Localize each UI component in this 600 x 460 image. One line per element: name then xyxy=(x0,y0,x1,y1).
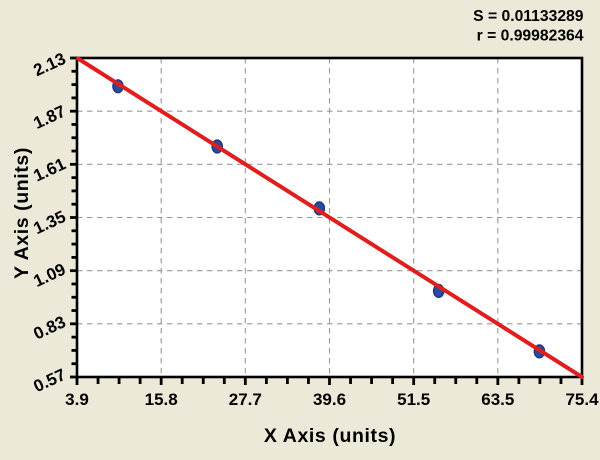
svg-text:Y Axis (units): Y Axis (units) xyxy=(11,147,33,279)
svg-text:3.9: 3.9 xyxy=(65,390,89,409)
svg-text:63.5: 63.5 xyxy=(481,390,514,409)
svg-text:X Axis (units): X Axis (units) xyxy=(264,425,396,447)
svg-text:r = 0.99982364: r = 0.99982364 xyxy=(477,28,584,45)
svg-text:27.7: 27.7 xyxy=(229,390,262,409)
svg-text:S = 0.01133289: S = 0.01133289 xyxy=(473,8,584,25)
svg-text:51.5: 51.5 xyxy=(397,390,430,409)
svg-text:39.6: 39.6 xyxy=(313,390,346,409)
svg-text:15.8: 15.8 xyxy=(145,390,178,409)
svg-text:75.4: 75.4 xyxy=(565,390,599,409)
